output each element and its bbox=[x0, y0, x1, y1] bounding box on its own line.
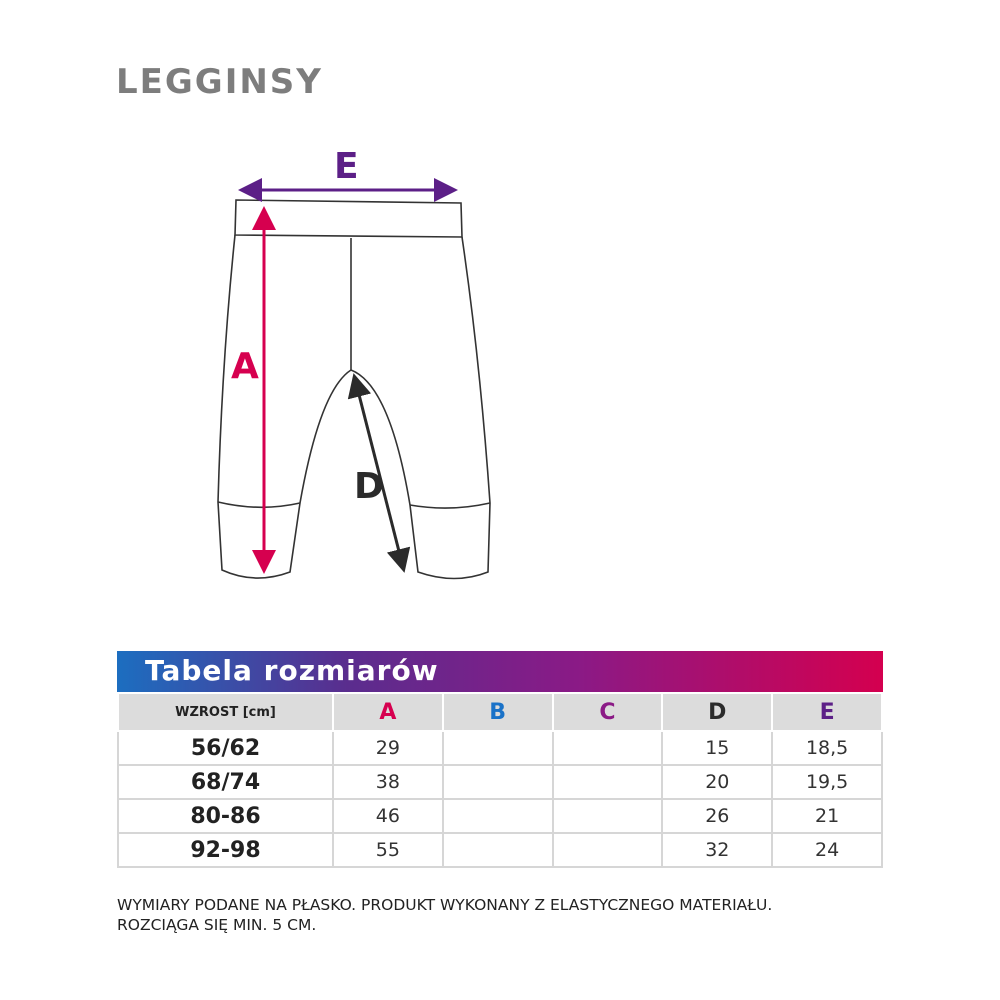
size-cell: 56/62 bbox=[117, 730, 334, 766]
measure-d-arrow bbox=[347, 373, 411, 573]
value-cell bbox=[441, 832, 554, 868]
value-cell: 20 bbox=[661, 764, 774, 800]
size-cell: 68/74 bbox=[117, 764, 334, 800]
leggings-diagram bbox=[217, 178, 491, 580]
value-cell bbox=[551, 764, 664, 800]
size-table: Tabela rozmiarów WZROST [cm] A B C D E 56/62 29… bbox=[117, 651, 883, 868]
size-cell: 92-98 bbox=[117, 832, 334, 868]
size-table-heading: Tabela rozmiarów bbox=[117, 651, 883, 692]
table-row: 56/62 29 15 18,5 bbox=[117, 730, 883, 766]
column-header: D bbox=[661, 692, 774, 732]
value-cell: 15 bbox=[661, 730, 774, 766]
column-header: B bbox=[441, 692, 554, 732]
column-header: A bbox=[332, 692, 444, 732]
value-cell bbox=[441, 798, 554, 834]
value-cell bbox=[551, 798, 664, 834]
value-cell: 18,5 bbox=[771, 730, 883, 766]
note-line-1: WYMIARY PODANE NA PŁASKO. PRODUKT WYKONA… bbox=[117, 896, 773, 914]
table-row: 68/74 38 20 19,5 bbox=[117, 764, 883, 800]
column-header: C bbox=[551, 692, 664, 732]
table-header-row: WZROST [cm] A B C D E bbox=[117, 692, 883, 732]
value-cell: 38 bbox=[332, 764, 444, 800]
value-cell: 55 bbox=[332, 832, 444, 868]
column-header: WZROST [cm] bbox=[117, 692, 334, 732]
value-cell: 24 bbox=[771, 832, 883, 868]
value-cell: 26 bbox=[661, 798, 774, 834]
value-cell bbox=[441, 764, 554, 800]
size-cell: 80-86 bbox=[117, 798, 334, 834]
leggings-outline bbox=[217, 199, 491, 580]
page-title: LEGGINSY bbox=[116, 62, 323, 102]
value-cell bbox=[441, 730, 554, 766]
column-header: E bbox=[771, 692, 883, 732]
label-e: E bbox=[334, 146, 359, 187]
label-d: D bbox=[354, 466, 384, 507]
value-cell: 46 bbox=[332, 798, 444, 834]
note-line-2: ROZCIĄGA SIĘ MIN. 5 CM. bbox=[117, 916, 317, 934]
value-cell bbox=[551, 832, 664, 868]
value-cell: 19,5 bbox=[771, 764, 883, 800]
table-row: 80-86 46 26 21 bbox=[117, 798, 883, 834]
value-cell bbox=[551, 730, 664, 766]
table-row: 92-98 55 32 24 bbox=[117, 832, 883, 868]
value-cell: 29 bbox=[332, 730, 444, 766]
value-cell: 21 bbox=[771, 798, 883, 834]
size-note: WYMIARY PODANE NA PŁASKO. PRODUKT WYKONA… bbox=[117, 895, 772, 935]
value-cell: 32 bbox=[661, 832, 774, 868]
label-a: A bbox=[231, 346, 259, 387]
